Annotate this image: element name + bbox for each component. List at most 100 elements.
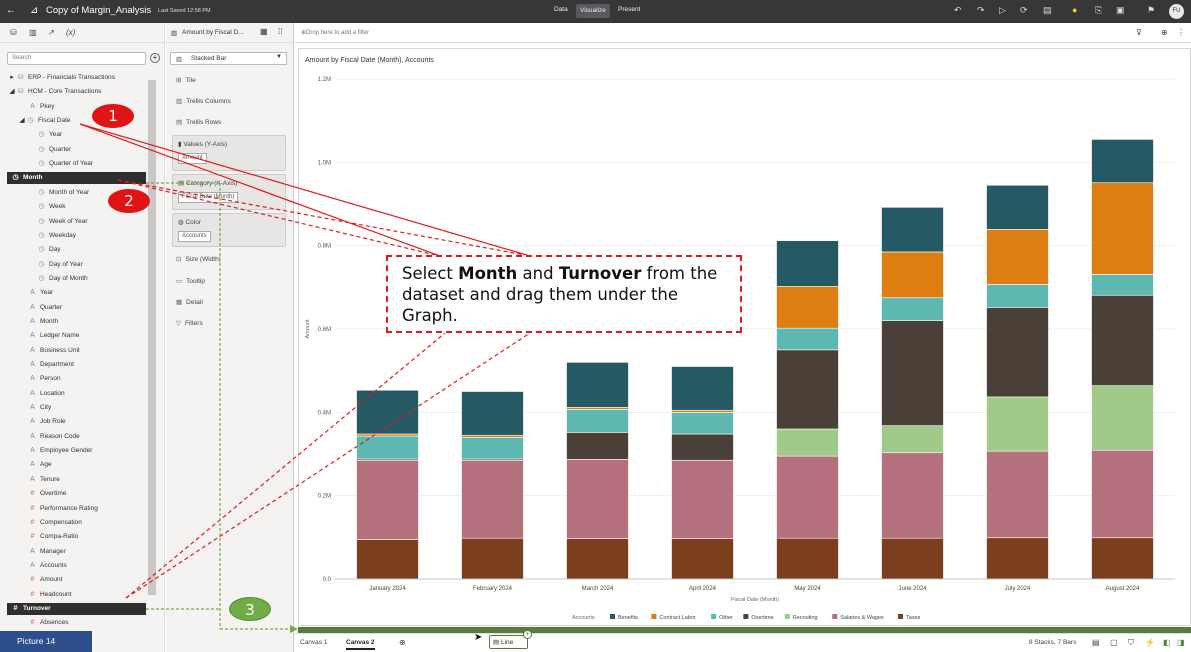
bar-segment[interactable]: [566, 459, 629, 539]
analytics-tab-icon[interactable]: ↗: [48, 28, 55, 37]
detail-row[interactable]: ▦ Detail: [176, 298, 203, 306]
bar-segment[interactable]: [986, 396, 1049, 452]
more-options-icon[interactable]: ⋮: [1177, 28, 1185, 37]
tree-item-year[interactable]: ◷ Year: [37, 129, 62, 141]
tree-item-quarter[interactable]: A Quarter: [28, 302, 62, 314]
export-icon[interactable]: ⎘: [1095, 5, 1103, 15]
tab-canvas-2[interactable]: Canvas 2: [346, 639, 375, 650]
tree-item-day-of-year[interactable]: ◷ Day of Year: [37, 259, 82, 271]
bar-segment[interactable]: [986, 537, 1049, 580]
tree-item-fiscal-date[interactable]: ◢ ◷ Fiscal Date: [19, 115, 70, 127]
tree-item-turnover[interactable]: # Turnover: [7, 602, 146, 615]
tree-item-week[interactable]: ◷ Week: [37, 201, 65, 213]
tree-item-year[interactable]: A Year: [28, 287, 53, 299]
filters-row[interactable]: ▽ Filters: [176, 319, 203, 327]
bar-segment[interactable]: [986, 184, 1049, 230]
mode-data-button[interactable]: Data: [554, 6, 568, 13]
tree-item-month[interactable]: ◷ Month: [7, 172, 146, 185]
collapse-caret-icon[interactable]: ◢: [19, 117, 25, 125]
stacked-bar-chart[interactable]: 0.0 0.2M 0.4M 0.6M 0.8M 1.0M 1.2M Amount January…: [299, 49, 1190, 625]
tree-item-day-of-month[interactable]: ◷ Day of Month: [37, 273, 87, 285]
bar-segment[interactable]: [1091, 449, 1154, 539]
bar-segment[interactable]: [461, 537, 524, 580]
tree-item-week-of-year[interactable]: ◷ Week of Year: [37, 216, 87, 228]
bar-segment[interactable]: [356, 459, 419, 540]
undo-icon[interactable]: ↶: [954, 5, 962, 15]
bar-segment[interactable]: [566, 362, 629, 408]
filter-bar[interactable]: ⊕Drop here to add a filter ⊽ ⊕ ⋮: [295, 23, 1191, 43]
save-icon[interactable]: ▣: [1116, 5, 1125, 15]
bar-segment[interactable]: [881, 251, 944, 299]
filter-status-icon[interactable]: ⛉: [1128, 638, 1134, 647]
size-row[interactable]: ⊡ Size (Width): [176, 255, 221, 263]
bar-segment[interactable]: [776, 428, 839, 457]
bar-segment[interactable]: [776, 455, 839, 539]
tree-item-amount[interactable]: # Amount: [28, 574, 63, 586]
bar-segment[interactable]: [356, 433, 419, 437]
tree-item-hcm-core-transactions[interactable]: ◢ ⛁ HCM - Core Transactions: [9, 86, 101, 98]
bar-segment[interactable]: [881, 425, 944, 454]
bar-segment[interactable]: [1091, 294, 1154, 386]
category-drop-target[interactable]: ▤ Category (X-Axis) Fiscal Date (Month): [172, 174, 286, 210]
bar-segment[interactable]: [671, 538, 734, 580]
mode-present-button[interactable]: Present: [618, 6, 641, 13]
tree-item-ledger-name[interactable]: A Ledger Name: [28, 330, 79, 342]
tree-item-job-role[interactable]: A Job Role: [28, 416, 66, 428]
tree-item-erp-financials-transactions[interactable]: ▸ ⛁ ERP - Financials Transactions: [9, 72, 115, 84]
grammar-toggle-icon[interactable]: ⁞⁞: [278, 27, 283, 36]
bar-segment[interactable]: [671, 433, 734, 461]
tab-canvas-1[interactable]: Canvas 1: [300, 639, 328, 646]
properties-icon[interactable]: ▦: [260, 27, 268, 36]
refresh-data-icon[interactable]: ⟳: [1020, 5, 1028, 15]
bar-segment[interactable]: [986, 307, 1049, 398]
bar-segment[interactable]: [881, 207, 944, 253]
bar-segment[interactable]: [1091, 182, 1154, 275]
mode-visualize-button[interactable]: Visualize: [576, 4, 610, 18]
globe-icon[interactable]: ⊕: [1161, 28, 1168, 37]
line-drag-pill[interactable]: ▤ Line +: [489, 630, 532, 649]
bar-segment[interactable]: [461, 437, 524, 460]
bar-segment[interactable]: [671, 459, 734, 539]
bar-segment[interactable]: [461, 459, 524, 539]
trellis-rows-row[interactable]: ▤ Trellis Rows: [176, 118, 221, 126]
add-data-icon[interactable]: +: [150, 53, 160, 63]
clear-filter-icon[interactable]: ⊽: [1136, 28, 1142, 37]
bar-segment[interactable]: [671, 412, 734, 435]
tree-item-reason-code[interactable]: A Reason Code: [28, 431, 80, 443]
back-arrow-icon[interactable]: ←: [6, 5, 16, 16]
tree-item-month-of-year[interactable]: ◷ Month of Year: [37, 187, 89, 199]
tree-item-month[interactable]: A Month: [28, 316, 58, 328]
filter-drop-zone[interactable]: ⊕Drop here to add a filter: [301, 30, 370, 36]
bar-segment[interactable]: [566, 538, 629, 580]
tree-item-location[interactable]: A Location: [28, 388, 64, 400]
tree-item-absences[interactable]: # Absences: [28, 617, 69, 629]
bar-segment[interactable]: [776, 240, 839, 287]
auto-apply-icon[interactable]: ⚡: [1145, 638, 1155, 647]
layout-right-icon[interactable]: ◨: [1177, 638, 1185, 647]
user-avatar[interactable]: FU: [1169, 4, 1184, 19]
tree-item-quarter-of-year[interactable]: ◷ Quarter of Year: [37, 158, 93, 170]
bar-segment[interactable]: [986, 284, 1049, 308]
bar-segment[interactable]: [461, 391, 524, 436]
chart-canvas[interactable]: Amount by Fiscal Date (Month), Accounts …: [298, 48, 1191, 626]
bar-segment[interactable]: [986, 229, 1049, 285]
color-pill[interactable]: Accounts: [178, 231, 211, 242]
tree-item-person[interactable]: A Person: [28, 373, 60, 385]
visualizations-tab-icon[interactable]: ▥: [29, 28, 37, 37]
bar-segment[interactable]: [881, 452, 944, 539]
search-input[interactable]: Search: [7, 52, 146, 65]
tree-item-compa-ratio[interactable]: # Compa-Ratio: [28, 531, 79, 543]
tree-item-department[interactable]: A Department: [28, 359, 74, 371]
data-panel-scrollbar[interactable]: [148, 80, 156, 595]
grammar-menu-icon[interactable]: ▤: [1043, 5, 1052, 15]
bar-segment[interactable]: [461, 434, 524, 438]
values-drop-target[interactable]: ▮ Values (Y-Axis) Amount: [172, 135, 286, 171]
bar-segment[interactable]: [671, 366, 734, 411]
bar-segment[interactable]: [671, 409, 734, 413]
tree-item-performance-rating[interactable]: # Performance Rating: [28, 503, 98, 515]
tree-item-quarter[interactable]: ◷ Quarter: [37, 144, 71, 156]
tooltip-row[interactable]: ▭ Tooltip: [176, 277, 205, 285]
tree-item-tenure[interactable]: A Tenure: [28, 474, 60, 486]
tree-item-headcount[interactable]: # Headcount: [28, 589, 72, 601]
tree-item-compensation[interactable]: # Compensation: [28, 517, 82, 529]
